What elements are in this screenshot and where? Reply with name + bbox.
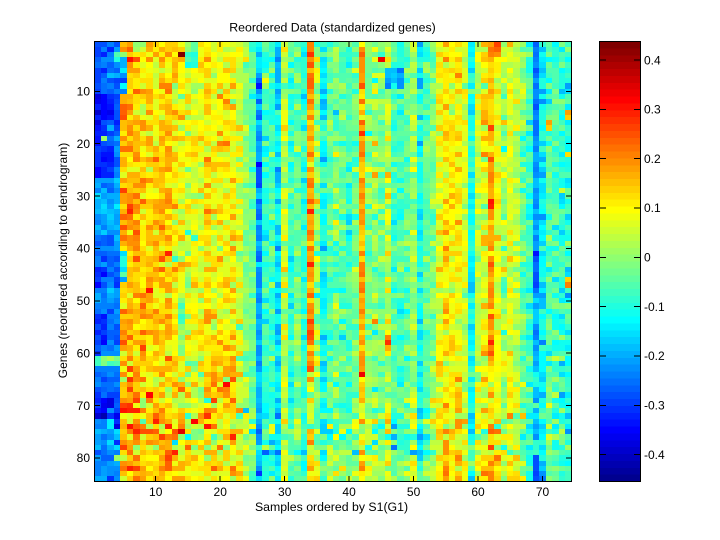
svg-text:-0.1: -0.1 xyxy=(644,300,665,314)
svg-text:-0.2: -0.2 xyxy=(644,349,665,363)
svg-text:20: 20 xyxy=(214,485,228,499)
svg-text:60: 60 xyxy=(77,347,91,361)
svg-text:0.2: 0.2 xyxy=(644,152,661,166)
svg-text:40: 40 xyxy=(342,485,356,499)
svg-text:20: 20 xyxy=(77,137,91,151)
svg-text:Samples ordered by S1(G1): Samples ordered by S1(G1) xyxy=(255,500,408,514)
svg-text:Genes (reordered according to: Genes (reordered according to dendrogram… xyxy=(56,143,70,378)
svg-text:-0.3: -0.3 xyxy=(644,399,665,413)
svg-text:50: 50 xyxy=(407,485,421,499)
svg-text:80: 80 xyxy=(77,451,91,465)
svg-text:0.4: 0.4 xyxy=(644,53,661,67)
svg-text:0: 0 xyxy=(644,251,651,265)
svg-text:10: 10 xyxy=(149,485,163,499)
svg-text:0.3: 0.3 xyxy=(644,103,661,117)
svg-text:60: 60 xyxy=(471,485,485,499)
svg-text:0.1: 0.1 xyxy=(644,201,661,215)
svg-text:70: 70 xyxy=(536,485,550,499)
svg-text:-0.4: -0.4 xyxy=(644,448,665,462)
svg-text:70: 70 xyxy=(77,399,91,413)
svg-text:50: 50 xyxy=(77,294,91,308)
svg-text:30: 30 xyxy=(278,485,292,499)
svg-text:10: 10 xyxy=(77,85,91,99)
svg-text:30: 30 xyxy=(77,189,91,203)
svg-text:40: 40 xyxy=(77,242,91,256)
svg-text:Reordered Data (standardized g: Reordered Data (standardized genes) xyxy=(229,21,435,35)
